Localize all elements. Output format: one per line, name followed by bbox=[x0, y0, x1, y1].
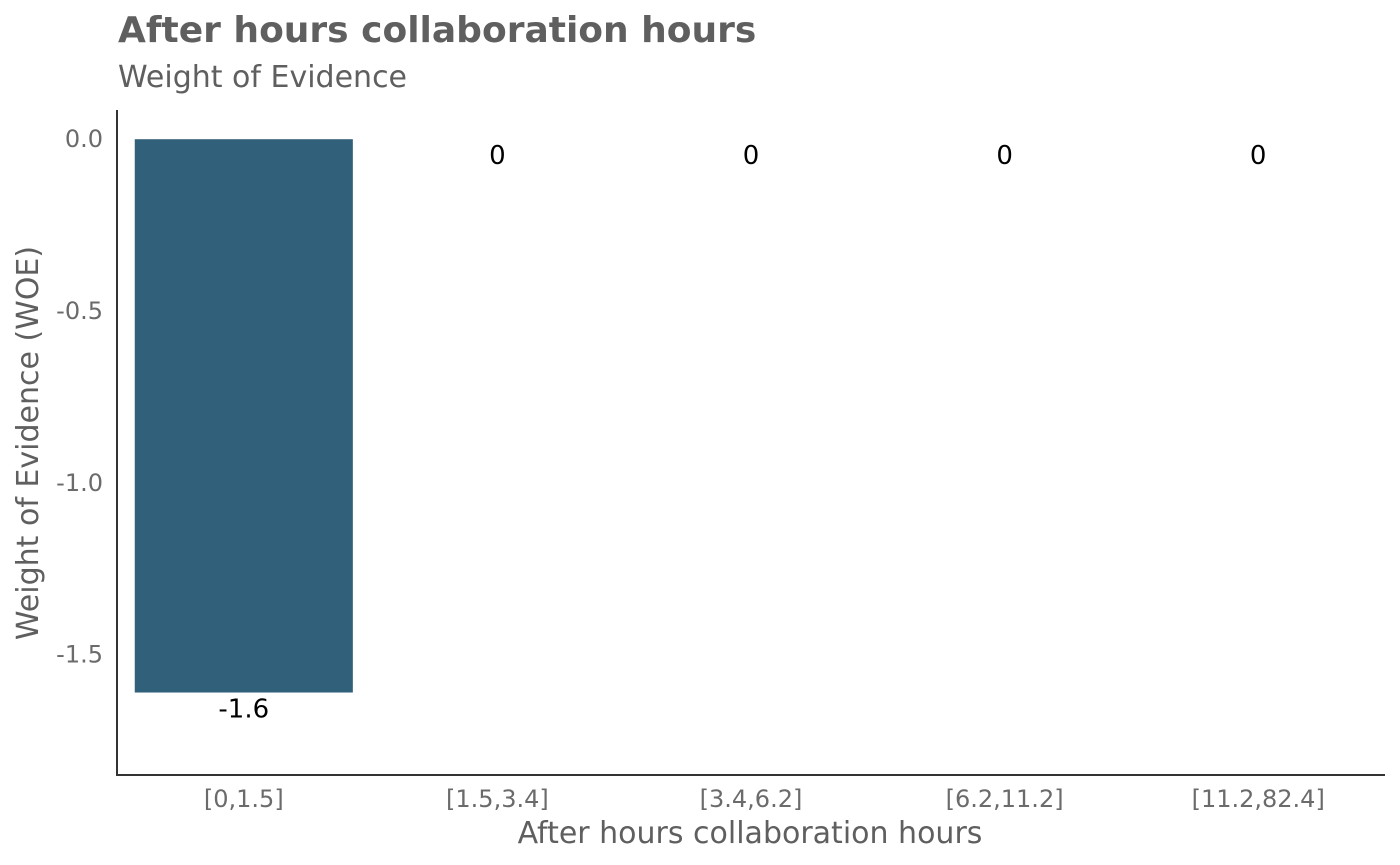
y-tick-label: -1.5 bbox=[56, 641, 103, 669]
x-tick-label: [11.2,82.4] bbox=[1192, 785, 1325, 813]
x-tick-label: [0,1.5] bbox=[204, 785, 284, 813]
x-axis-title: After hours collaboration hours bbox=[518, 816, 983, 851]
bar-value-label: 0 bbox=[1250, 141, 1267, 171]
y-tick-label: -0.5 bbox=[56, 297, 103, 325]
chart-title: After hours collaboration hours bbox=[118, 10, 756, 51]
y-tick-label: 0.0 bbox=[65, 125, 103, 153]
x-tick-label: [6.2,11.2] bbox=[946, 785, 1064, 813]
x-tick-label: [3.4,6.2] bbox=[700, 785, 803, 813]
x-tick-labels: [0,1.5] [1.5,3.4] [3.4,6.2] [6.2,11.2] [11.2… bbox=[204, 785, 1325, 813]
y-axis-title: Weight of Evidence (WOE) bbox=[11, 246, 46, 640]
chart-subtitle: Weight of Evidence bbox=[118, 60, 407, 95]
x-tick-label: [1.5,3.4] bbox=[446, 785, 549, 813]
bar bbox=[134, 139, 353, 693]
bar-value-label: -1.6 bbox=[218, 695, 269, 725]
bar-value-label: 0 bbox=[996, 141, 1013, 171]
bar-labels-group: -1.6 0 0 0 0 bbox=[218, 141, 1266, 724]
bars-group bbox=[134, 139, 353, 693]
bar-value-label: 0 bbox=[743, 141, 760, 171]
y-tick-labels: 0.0 -0.5 -1.0 -1.5 bbox=[56, 125, 103, 669]
y-tick-label: -1.0 bbox=[56, 469, 103, 497]
bar-value-label: 0 bbox=[489, 141, 506, 171]
